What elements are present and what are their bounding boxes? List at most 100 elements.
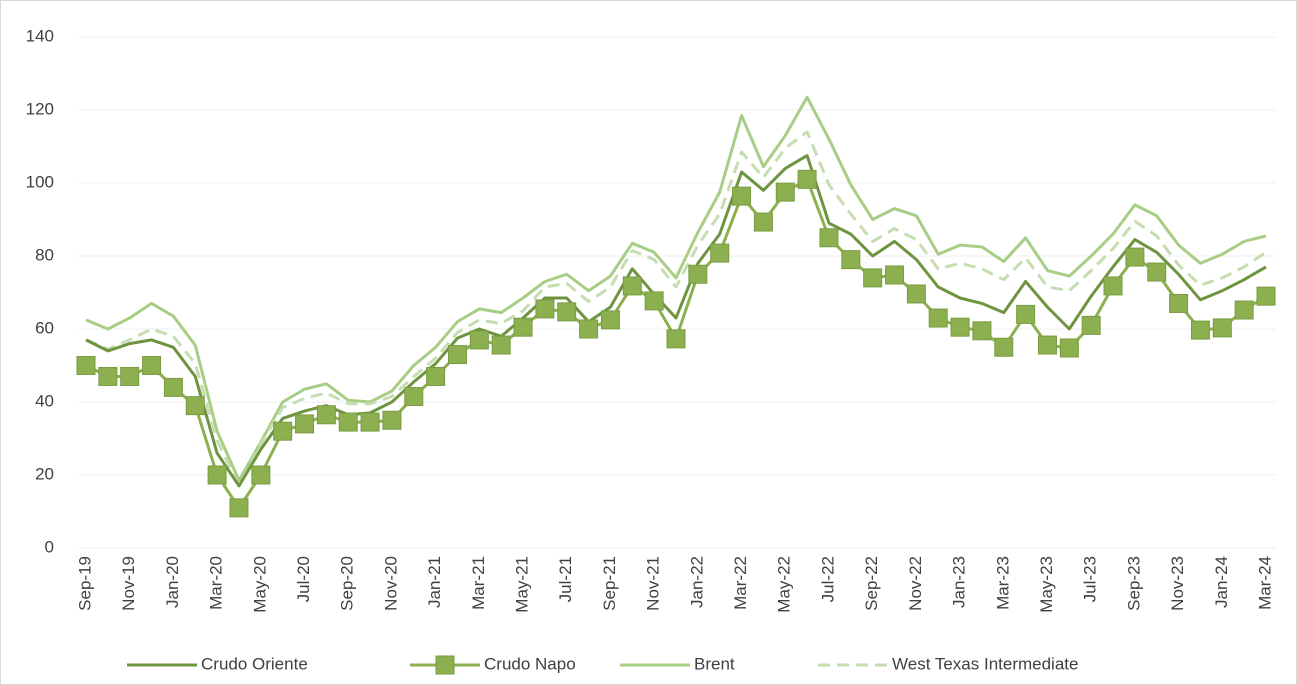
- data-point: [775, 182, 795, 202]
- data-point: [972, 321, 992, 341]
- series-line: [85, 95, 1267, 482]
- y-tick-label: 20: [35, 464, 54, 483]
- x-tick-label: May-23: [1037, 556, 1056, 613]
- data-point: [535, 299, 555, 319]
- data-point: [142, 356, 162, 375]
- x-tick-label: Jan-24: [1212, 556, 1231, 608]
- x-tick-label: Nov-20: [381, 556, 400, 611]
- data-point: [491, 335, 511, 355]
- data-point: [316, 405, 336, 425]
- data-point: [928, 308, 948, 328]
- x-tick-label: Sep-20: [338, 556, 357, 611]
- x-tick-label: Nov-19: [119, 556, 138, 611]
- x-tick-label: May-21: [513, 556, 532, 613]
- data-point: [1190, 320, 1210, 340]
- data-point: [76, 356, 96, 375]
- data-point: [426, 366, 446, 386]
- data-point: [338, 412, 358, 432]
- data-point: [163, 377, 183, 397]
- data-point: [622, 276, 642, 296]
- x-tick-label: Jul-21: [556, 556, 575, 602]
- x-tick-label: Jul-22: [818, 556, 837, 602]
- x-tick-label: Mar-21: [469, 556, 488, 610]
- y-tick-label: 60: [35, 318, 54, 337]
- x-tick-label: Nov-23: [1168, 556, 1187, 611]
- data-point: [1212, 318, 1232, 338]
- x-tick-label: Nov-22: [906, 556, 925, 611]
- data-point: [1125, 247, 1145, 267]
- data-point: [994, 337, 1014, 357]
- data-point: [1256, 286, 1276, 306]
- data-point: [360, 412, 380, 432]
- legend-label: Crudo Napo: [484, 654, 576, 673]
- data-point: [207, 465, 227, 485]
- x-tick-label: Mar-24: [1255, 556, 1274, 610]
- x-tick-label: Jan-21: [425, 556, 444, 608]
- x-tick-label: Jan-23: [950, 556, 969, 608]
- y-tick-label: 0: [45, 537, 54, 556]
- legend-label: Crudo Oriente: [201, 654, 308, 673]
- data-point: [1081, 315, 1101, 335]
- x-tick-label: May-20: [250, 556, 269, 613]
- data-point: [273, 421, 293, 441]
- x-tick-label: Sep-22: [862, 556, 881, 611]
- data-point: [644, 291, 664, 311]
- data-point: [688, 264, 708, 284]
- data-point: [557, 302, 577, 322]
- data-point: [447, 345, 467, 365]
- data-point: [513, 317, 533, 337]
- x-tick-label: Mar-22: [731, 556, 750, 610]
- y-tick-label: 40: [35, 391, 54, 410]
- data-point: [1147, 262, 1167, 282]
- data-point: [469, 330, 489, 350]
- x-tick-label: Sep-23: [1124, 556, 1143, 611]
- data-point: [600, 310, 620, 330]
- x-tick-label: Mar-23: [993, 556, 1012, 610]
- data-point: [841, 250, 861, 270]
- data-point: [1016, 304, 1036, 324]
- x-tick-label: Jul-20: [294, 556, 313, 602]
- legend-marker: [435, 655, 455, 675]
- data-point: [579, 319, 599, 339]
- y-tick-label: 80: [35, 245, 54, 264]
- x-tick-label: Jan-20: [163, 556, 182, 608]
- series-line: [85, 154, 1267, 488]
- x-tick-label: Nov-21: [644, 556, 663, 611]
- data-point: [1059, 338, 1079, 358]
- y-tick-label: 100: [26, 172, 54, 191]
- data-point: [120, 366, 140, 386]
- data-point: [753, 212, 773, 232]
- data-point: [98, 366, 118, 386]
- y-tick-label: 140: [26, 26, 54, 45]
- x-tick-label: Sep-19: [75, 556, 94, 611]
- data-point: [229, 498, 249, 518]
- data-point: [1103, 276, 1123, 296]
- data-point: [185, 396, 205, 416]
- data-point: [404, 387, 424, 407]
- data-point: [797, 169, 817, 189]
- data-point: [885, 265, 905, 285]
- x-tick-label: Jul-23: [1081, 556, 1100, 602]
- x-tick-label: Jan-22: [687, 556, 706, 608]
- data-point: [251, 465, 271, 485]
- data-point: [732, 186, 752, 206]
- data-point: [1037, 335, 1057, 355]
- x-tick-label: Sep-21: [600, 556, 619, 611]
- data-point: [1169, 293, 1189, 313]
- data-point: [295, 414, 315, 434]
- data-point: [819, 228, 839, 248]
- legend-label: West Texas Intermediate: [892, 654, 1078, 673]
- y-tick-label: 120: [26, 99, 54, 118]
- data-point: [382, 410, 402, 430]
- data-point: [1234, 300, 1254, 320]
- data-point: [863, 268, 883, 288]
- data-point: [950, 317, 970, 337]
- legend-label: Brent: [694, 654, 735, 673]
- x-tick-label: Mar-20: [207, 556, 226, 610]
- data-point: [710, 243, 730, 263]
- x-tick-label: May-22: [775, 556, 794, 613]
- data-point: [906, 284, 926, 304]
- data-point: [666, 329, 686, 349]
